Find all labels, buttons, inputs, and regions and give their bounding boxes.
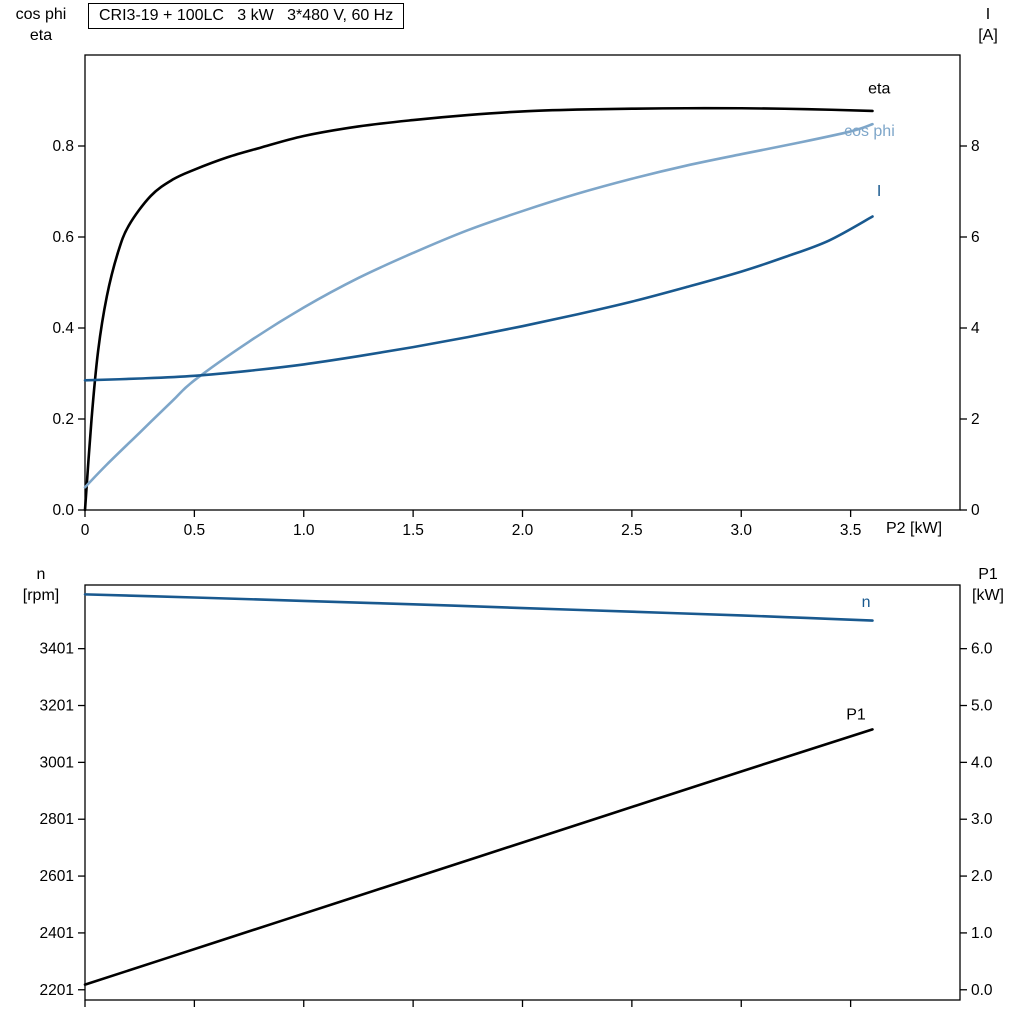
- right-tick-label: 3.0: [971, 811, 993, 828]
- curve-P1: [83, 728, 874, 986]
- top-right-axis-title: I [A]: [958, 4, 1018, 46]
- curve-label-n: n: [862, 594, 871, 611]
- axis-title-current-unit: [A]: [978, 27, 998, 44]
- bottom-right-axis-title: P1 [kW]: [956, 564, 1020, 606]
- left-tick-label: 0.0: [52, 502, 74, 519]
- left-tick-label: 2801: [40, 811, 74, 828]
- left-tick-label: 0.4: [52, 320, 74, 337]
- right-axis-ticks: 0.0 1.0 2.0 3.0 4.0 5.0 6.0: [960, 641, 993, 999]
- x-axis-label: P2 [kW]: [886, 520, 943, 537]
- x-axis-ticks: 0 0.5 1.0 1.5 2.0 2.5 3.0 3.5: [81, 510, 862, 539]
- curve-eta: [83, 106, 874, 512]
- x-tick-label: 2.0: [512, 522, 534, 539]
- axis-title-p1-unit: [kW]: [972, 587, 1004, 604]
- right-tick-label: 4.0: [971, 754, 993, 771]
- x-tick-label: 1.5: [402, 522, 424, 539]
- right-tick-label: 1.0: [971, 925, 993, 942]
- right-tick-label: 0: [971, 502, 980, 519]
- right-tick-label: 0.0: [971, 982, 993, 999]
- x-axis-ticks: [84, 1000, 852, 1007]
- right-tick-label: 5.0: [971, 698, 993, 715]
- top-left-axis-title: cos phi eta: [0, 4, 82, 46]
- plot-frame: [84, 584, 961, 1001]
- curve-cos-phi: [83, 122, 874, 489]
- right-tick-label: 6: [971, 229, 980, 246]
- right-tick-label: 2.0: [971, 868, 993, 885]
- x-tick-label: 3.5: [840, 522, 862, 539]
- left-tick-label: 0.8: [52, 138, 74, 155]
- curve-label-eta: eta: [868, 81, 890, 98]
- left-tick-label: 2601: [40, 868, 74, 885]
- x-tick-label: 2.5: [621, 522, 643, 539]
- x-tick-label: 0: [81, 522, 90, 539]
- right-tick-label: 4: [971, 320, 980, 337]
- right-tick-label: 8: [971, 138, 980, 155]
- left-axis-ticks: 0.0 0.2 0.4 0.6 0.8: [52, 138, 85, 519]
- left-tick-label: 0.6: [52, 229, 74, 246]
- motor-performance-chart: 0 0.5 1.0 1.5 2.0 2.5 3.0 3.5 0.0 0.2 0.4 0.6 0.8 0 2 4…: [52, 54, 980, 539]
- left-tick-label: 3401: [40, 641, 74, 658]
- left-tick-label: 2201: [40, 982, 74, 999]
- right-tick-label: 2: [971, 411, 980, 428]
- right-axis-ticks: 0 2 4 6 8: [960, 138, 980, 519]
- axis-title-cos-phi: cos phi: [15, 6, 67, 23]
- speed-power-chart: 2201 2401 2601 2801 3001 3201 3401 0.0 1.0 2.0 3.0…: [40, 584, 993, 1007]
- plot-frame: [84, 54, 961, 511]
- axis-title-speed-unit: [rpm]: [22, 587, 60, 604]
- chart-title: CRI3-19 + 100LC 3 kW 3*480 V, 60 Hz: [88, 3, 405, 29]
- x-tick-label: 0.5: [184, 522, 206, 539]
- left-tick-label: 3001: [40, 754, 74, 771]
- left-axis-ticks: 2201 2401 2601 2801 3001 3201 3401: [40, 641, 85, 999]
- curve-n: [83, 593, 874, 622]
- left-tick-label: 2401: [40, 925, 74, 942]
- axis-title-current: I: [985, 6, 991, 23]
- x-tick-label: 1.0: [293, 522, 315, 539]
- curve-label-P1: P1: [846, 707, 866, 724]
- right-tick-label: 6.0: [971, 641, 993, 658]
- axis-title-eta: eta: [29, 27, 53, 44]
- curve-label-I: I: [877, 183, 881, 200]
- left-tick-label: 3201: [40, 698, 74, 715]
- axis-title-p1: P1: [978, 566, 998, 583]
- curve-I: [83, 215, 874, 382]
- left-tick-label: 0.2: [52, 411, 74, 428]
- curve-label-cos-phi: cos phi: [844, 123, 895, 140]
- bottom-left-axis-title: n [rpm]: [0, 564, 82, 606]
- axis-title-speed: n: [36, 566, 46, 583]
- x-tick-label: 3.0: [730, 522, 752, 539]
